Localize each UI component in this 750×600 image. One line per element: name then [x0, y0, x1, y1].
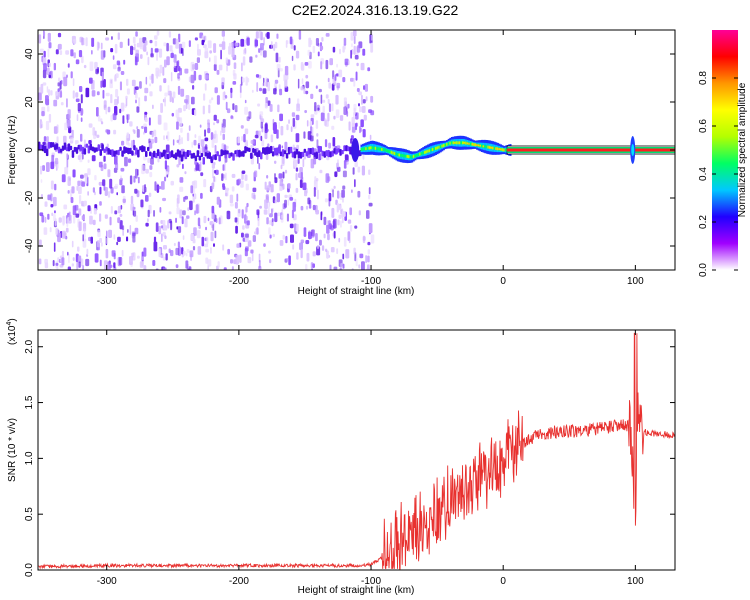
x-tick-label: -300 [97, 576, 117, 587]
spectrogram-marks [38, 30, 675, 270]
x-tick-label: 0 [500, 276, 506, 287]
colorbar: 0.0 0.2 0.4 0.6 0.8 Normalized spectral ampl… [698, 30, 748, 277]
y-tick-label: 0.0 [24, 563, 35, 577]
colorbar-tick-label: 0.6 [698, 119, 709, 133]
colorbar-tick-label: 0.2 [698, 215, 709, 229]
y-tick-label: 20 [24, 96, 35, 108]
colorbar-tick-label: 0.0 [698, 263, 709, 277]
snr-axes: -300 -200 -100 0 100 0.0 0.5 1.0 1.5 2.0 [24, 330, 675, 587]
x-tick-label: -100 [361, 276, 381, 287]
snr-plot-area [38, 330, 675, 570]
colorbar-ticks: 0.0 0.2 0.4 0.6 0.8 [698, 71, 738, 277]
x-tick-label: -300 [97, 276, 117, 287]
figure-title: C2E2.2024.316.13.19.G22 [292, 2, 459, 18]
x-tick-label: -200 [229, 276, 249, 287]
y-tick-label: -40 [24, 238, 35, 253]
snr-series-line [38, 332, 675, 570]
colorbar-tick-label: 0.8 [698, 71, 709, 85]
snr-ylabel: SNR (10 * v/v) [7, 418, 18, 482]
x-tick-label: 100 [627, 576, 644, 587]
y-tick-label: 40 [24, 48, 35, 60]
spectrogram-xlabel: Height of straight line (km) [298, 286, 415, 297]
y-tick-label: 0 [24, 147, 35, 153]
colorbar-label: Normalized spectral amplitude [737, 82, 748, 217]
snr-multiplier: (x104) [6, 318, 18, 345]
x-tick-label: -100 [361, 576, 381, 587]
x-tick-label: 100 [627, 276, 644, 287]
noise-ridge [38, 141, 372, 165]
y-tick-label: 0.5 [24, 507, 35, 521]
snr-panel: -300 -200 -100 0 100 0.0 0.5 1.0 1.5 2.0 Height o… [6, 318, 676, 596]
snr-xlabel: Height of straight line (km) [298, 585, 415, 596]
y-tick-label: 1.5 [24, 395, 35, 409]
spectrogram-ylabel: Frequency (Hz) [7, 116, 18, 185]
x-tick-label: -200 [229, 576, 249, 587]
x-tick-label: 0 [500, 576, 506, 587]
y-tick-label: 2.0 [24, 339, 35, 353]
colorbar-tick-label: 0.4 [698, 167, 709, 181]
signal-ridge [360, 135, 675, 164]
y-tick-label: 1.0 [24, 451, 35, 465]
colorbar-gradient [712, 30, 738, 270]
snr-frame [37, 329, 676, 571]
y-tick-label: -20 [24, 190, 35, 205]
